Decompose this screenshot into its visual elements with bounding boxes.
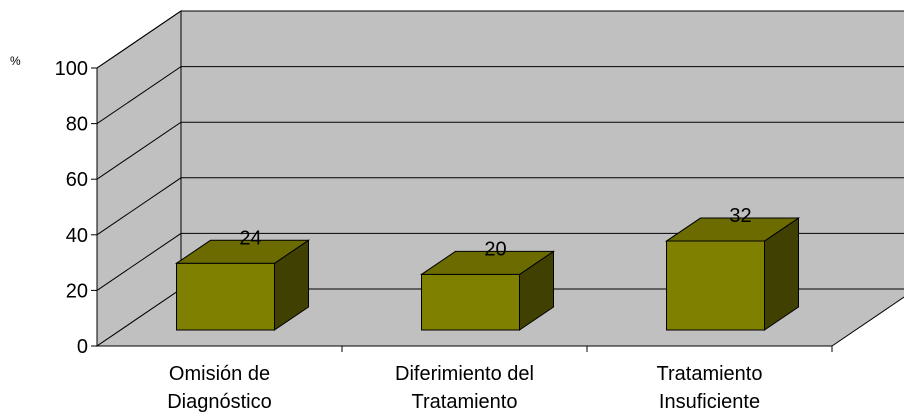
- gridline: [96, 232, 904, 291]
- bar: [174, 239, 311, 331]
- y-tick-label: 20: [66, 280, 88, 302]
- bar-front: [666, 240, 765, 331]
- data-label: 20: [484, 238, 506, 260]
- gridline: [96, 66, 904, 125]
- axes: 0 20 40 60 80 100%: [10, 54, 833, 358]
- x-tick-label: Diferimiento del Tratamiento: [395, 363, 534, 413]
- y-tick-label: 0: [77, 336, 88, 358]
- bar: [419, 250, 556, 331]
- bar-front: [421, 273, 520, 331]
- y-tick-label: 100: [55, 58, 88, 80]
- x-tick-label: Omisión de Diagnóstico: [167, 363, 272, 413]
- bar-front: [176, 262, 275, 331]
- x-tick-label: Tratamiento Insuficiente: [657, 363, 763, 413]
- y-tick-label: 40: [66, 225, 88, 247]
- side-wall: [96, 10, 182, 347]
- gridline: [96, 177, 904, 236]
- gridline: [96, 121, 904, 180]
- bar: [664, 217, 801, 331]
- y-tick-label: 80: [66, 114, 88, 136]
- data-label: 24: [239, 227, 261, 249]
- bar-top: [174, 239, 311, 264]
- bars: [174, 217, 801, 331]
- labels: 24 20 32 Omisión de Diagnóstico Diferimiento …: [167, 205, 762, 413]
- bar-top: [419, 250, 556, 275]
- y-axis-label: %: [10, 54, 21, 68]
- data-label: 32: [729, 205, 751, 227]
- gridlines: [96, 10, 904, 291]
- bar-top: [664, 217, 801, 242]
- y-tick-label: 60: [66, 169, 88, 191]
- gridline: [96, 10, 904, 69]
